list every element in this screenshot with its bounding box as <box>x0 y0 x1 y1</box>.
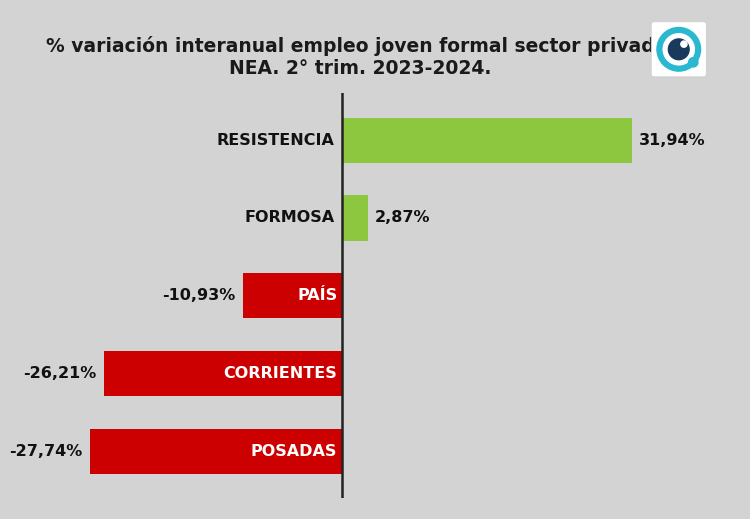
Bar <box>104 351 342 397</box>
Circle shape <box>657 28 700 71</box>
Text: -10,93%: -10,93% <box>162 289 236 303</box>
Circle shape <box>681 41 687 47</box>
Text: 2,87%: 2,87% <box>375 211 430 225</box>
Text: CORRIENTES: CORRIENTES <box>224 366 338 381</box>
Circle shape <box>663 34 694 65</box>
Text: POSADAS: POSADAS <box>251 444 338 459</box>
Text: -27,74%: -27,74% <box>10 444 82 459</box>
Title: % variación interanual empleo joven formal sector privado.
NEA. 2° trim. 2023-20: % variación interanual empleo joven form… <box>46 36 674 78</box>
Bar <box>342 117 632 162</box>
Bar <box>242 273 342 318</box>
Bar <box>90 429 342 474</box>
Circle shape <box>688 58 698 67</box>
FancyBboxPatch shape <box>651 22 706 77</box>
Bar <box>342 195 368 240</box>
Text: RESISTENCIA: RESISTENCIA <box>217 133 334 147</box>
Text: 31,94%: 31,94% <box>639 133 706 147</box>
Text: PAÍS: PAÍS <box>297 289 338 303</box>
Circle shape <box>668 39 689 60</box>
Text: -26,21%: -26,21% <box>23 366 97 381</box>
Text: FORMOSA: FORMOSA <box>244 211 334 225</box>
